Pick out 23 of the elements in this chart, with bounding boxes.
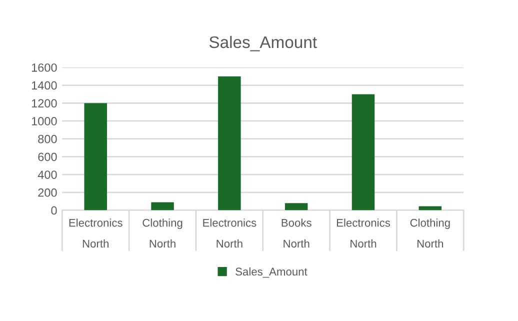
bar (284, 203, 308, 210)
y-tick-label: 1400 (32, 81, 57, 90)
bar (352, 94, 375, 210)
x-tick-label: Electronics North (69, 218, 122, 248)
x-tick-label: Clothing North (142, 218, 182, 248)
x-tick-label: Clothing North (410, 218, 450, 248)
x-tick-label: Electronics North (203, 218, 256, 248)
x-tick-label: Books North (282, 218, 312, 248)
y-tick-label: 200 (38, 188, 57, 197)
bar (84, 103, 107, 210)
y-tick-label: 1600 (32, 63, 57, 72)
y-tick-label: 0 (51, 206, 57, 215)
y-tick-label: 1200 (32, 99, 57, 108)
bar (218, 76, 241, 210)
y-tick-label: 1000 (32, 117, 57, 126)
legend-label: Sales_Amount (236, 267, 308, 278)
bar (418, 206, 442, 210)
x-tick-label: Electronics North (336, 218, 390, 248)
chart-title: Sales_Amount (209, 36, 317, 52)
bar (151, 202, 174, 210)
y-tick-label: 600 (38, 152, 57, 162)
y-tick-label: 400 (38, 170, 57, 179)
y-tick-label: 800 (38, 134, 57, 144)
